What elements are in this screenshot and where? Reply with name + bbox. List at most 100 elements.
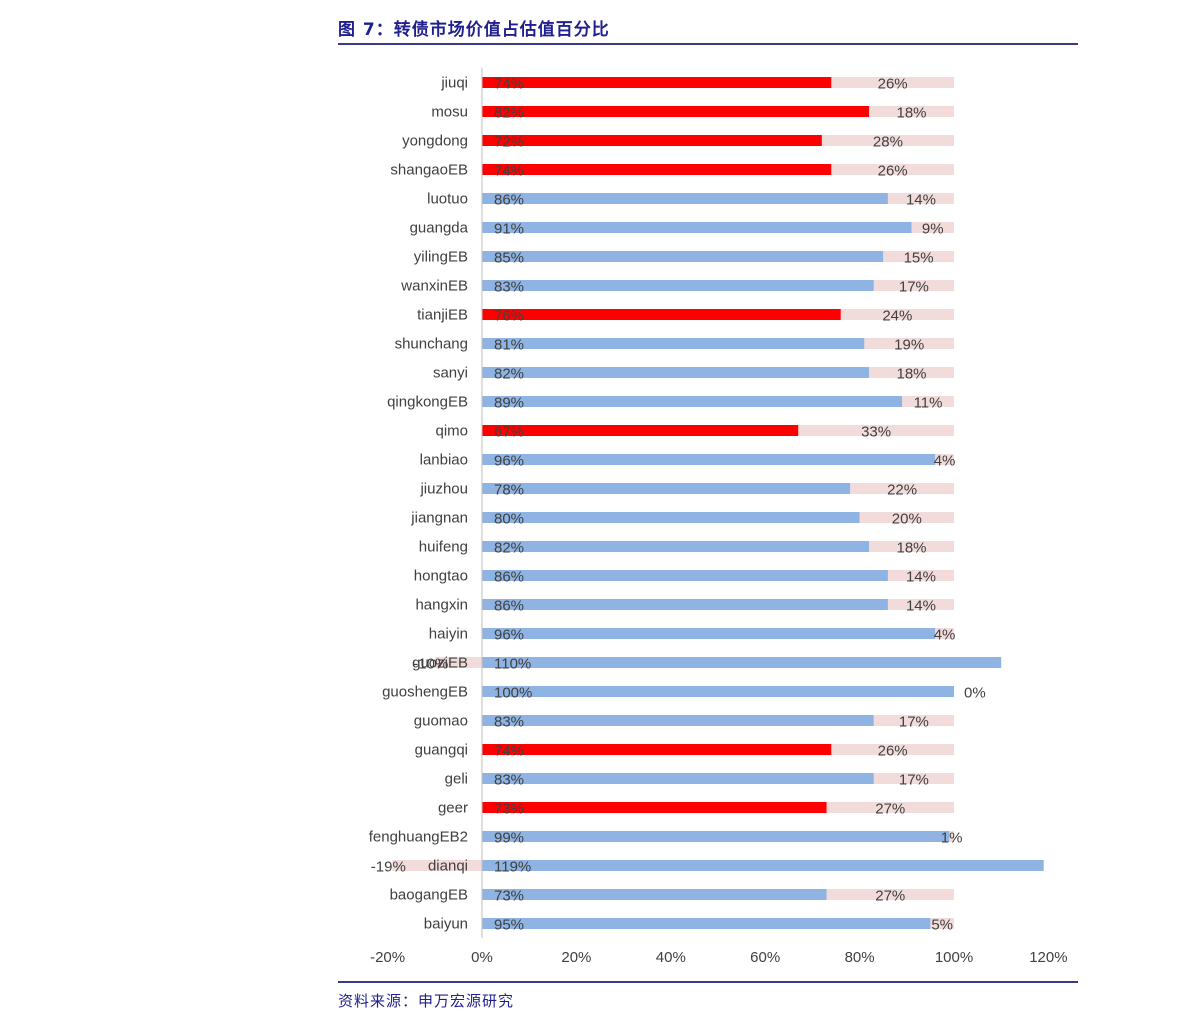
remainder-data-label: 18% (897, 366, 927, 383)
category-label: huifeng (419, 539, 468, 556)
value-data-label: 67% (494, 424, 524, 441)
category-label: yilingEB (414, 249, 468, 266)
remainder-bar (434, 657, 482, 668)
value-bar-highlighted (482, 309, 841, 320)
category-label: jiuzhou (419, 481, 468, 498)
value-data-label: 86% (494, 569, 524, 586)
x-tick-label: 120% (1029, 949, 1067, 966)
remainder-bar (935, 454, 954, 465)
value-data-label: 86% (494, 192, 524, 209)
remainder-data-label: 17% (899, 714, 929, 731)
value-data-label: 85% (494, 250, 524, 267)
value-bar (482, 570, 888, 581)
remainder-bar (826, 802, 954, 813)
source-note: 资料来源：申万宏源研究 (338, 992, 515, 1010)
category-label: wanxinEB (400, 278, 468, 295)
x-tick-label: -20% (370, 949, 405, 966)
remainder-data-label: 5% (931, 917, 953, 934)
remainder-bar (883, 251, 954, 262)
remainder-bar (821, 135, 954, 146)
value-bar (482, 454, 936, 465)
category-label: qingkongEB (387, 394, 468, 411)
remainder-data-label: 14% (906, 192, 936, 209)
category-label: geli (445, 771, 468, 788)
remainder-data-label: 24% (882, 308, 912, 325)
category-label: guoshengEB (382, 684, 468, 701)
value-data-label: 119% (494, 859, 531, 876)
value-data-label: 81% (494, 337, 524, 354)
value-data-label: 96% (494, 627, 524, 644)
value-bar-highlighted (482, 802, 827, 813)
value-data-label: 91% (494, 221, 524, 238)
remainder-bar (840, 309, 954, 320)
value-bar (482, 396, 903, 407)
value-data-label: 83% (494, 772, 524, 789)
remainder-data-label: 27% (875, 888, 905, 905)
remainder-data-label: 26% (878, 743, 908, 760)
x-tick-label: 80% (845, 949, 875, 966)
value-bar (482, 512, 860, 523)
remainder-data-label: 26% (878, 76, 908, 93)
category-label: lanbiao (420, 452, 468, 469)
remainder-data-label: 18% (897, 540, 927, 557)
value-bar (482, 222, 912, 233)
category-label: dianqi (428, 858, 468, 875)
value-bar (482, 367, 870, 378)
remainder-data-label: 18% (897, 105, 927, 122)
category-label: geer (438, 800, 468, 817)
remainder-bar (869, 106, 954, 117)
remainder-bar (887, 599, 954, 610)
value-data-label: 74% (494, 163, 524, 180)
value-data-label: 72% (494, 134, 524, 151)
category-label: luotuo (427, 191, 468, 208)
remainder-data-label: 17% (899, 772, 929, 789)
value-data-label: 86% (494, 598, 524, 615)
value-data-label: 89% (494, 395, 524, 412)
value-data-label: 99% (494, 830, 524, 847)
remainder-bar (869, 367, 954, 378)
remainder-data-label: 11% (914, 395, 943, 412)
remainder-data-label: 26% (878, 163, 908, 180)
category-label: shangaoEB (390, 162, 468, 179)
category-label: shunchang (395, 336, 468, 353)
remainder-data-label: 15% (904, 250, 934, 267)
remainder-bar (798, 425, 954, 436)
remainder-data-label: 22% (887, 482, 917, 499)
value-data-label: 96% (494, 453, 524, 470)
value-data-label: 95% (494, 917, 524, 934)
remainder-data-label: 4% (934, 627, 956, 644)
remainder-data-label: 9% (922, 221, 944, 238)
value-bar-highlighted (482, 744, 832, 755)
remainder-bar (873, 773, 954, 784)
footer-rule (338, 981, 1078, 983)
remainder-bar (831, 77, 954, 88)
value-bar (482, 193, 888, 204)
remainder-bar (873, 715, 954, 726)
category-label: guangda (410, 220, 469, 237)
remainder-bar (887, 193, 954, 204)
value-bar-highlighted (482, 135, 822, 146)
category-label: yongdong (402, 133, 468, 150)
remainder-data-label: 28% (873, 134, 903, 151)
x-tick-label: 40% (656, 949, 686, 966)
remainder-bar (902, 396, 954, 407)
category-label: hongtao (414, 568, 468, 585)
value-bar (482, 918, 931, 929)
value-bar (482, 541, 870, 552)
remainder-data-label: 1% (941, 830, 963, 847)
value-bar (482, 889, 827, 900)
category-label: fenghuangEB2 (369, 829, 468, 846)
category-label: mosu (431, 104, 468, 121)
value-data-label: 73% (494, 888, 524, 905)
x-axis-tick-labels: -20% 0% 20% 40% 60% 80% 100% 120% (370, 949, 1068, 966)
value-bar (482, 686, 954, 697)
value-bar (482, 280, 874, 291)
x-tick-label: 0% (471, 949, 493, 966)
value-bar (482, 338, 865, 349)
remainder-data-label: 14% (906, 598, 936, 615)
value-data-label: 73% (494, 801, 524, 818)
category-label: hangxin (415, 597, 468, 614)
value-data-label: 76% (494, 308, 524, 325)
category-label: haiyin (429, 626, 468, 643)
